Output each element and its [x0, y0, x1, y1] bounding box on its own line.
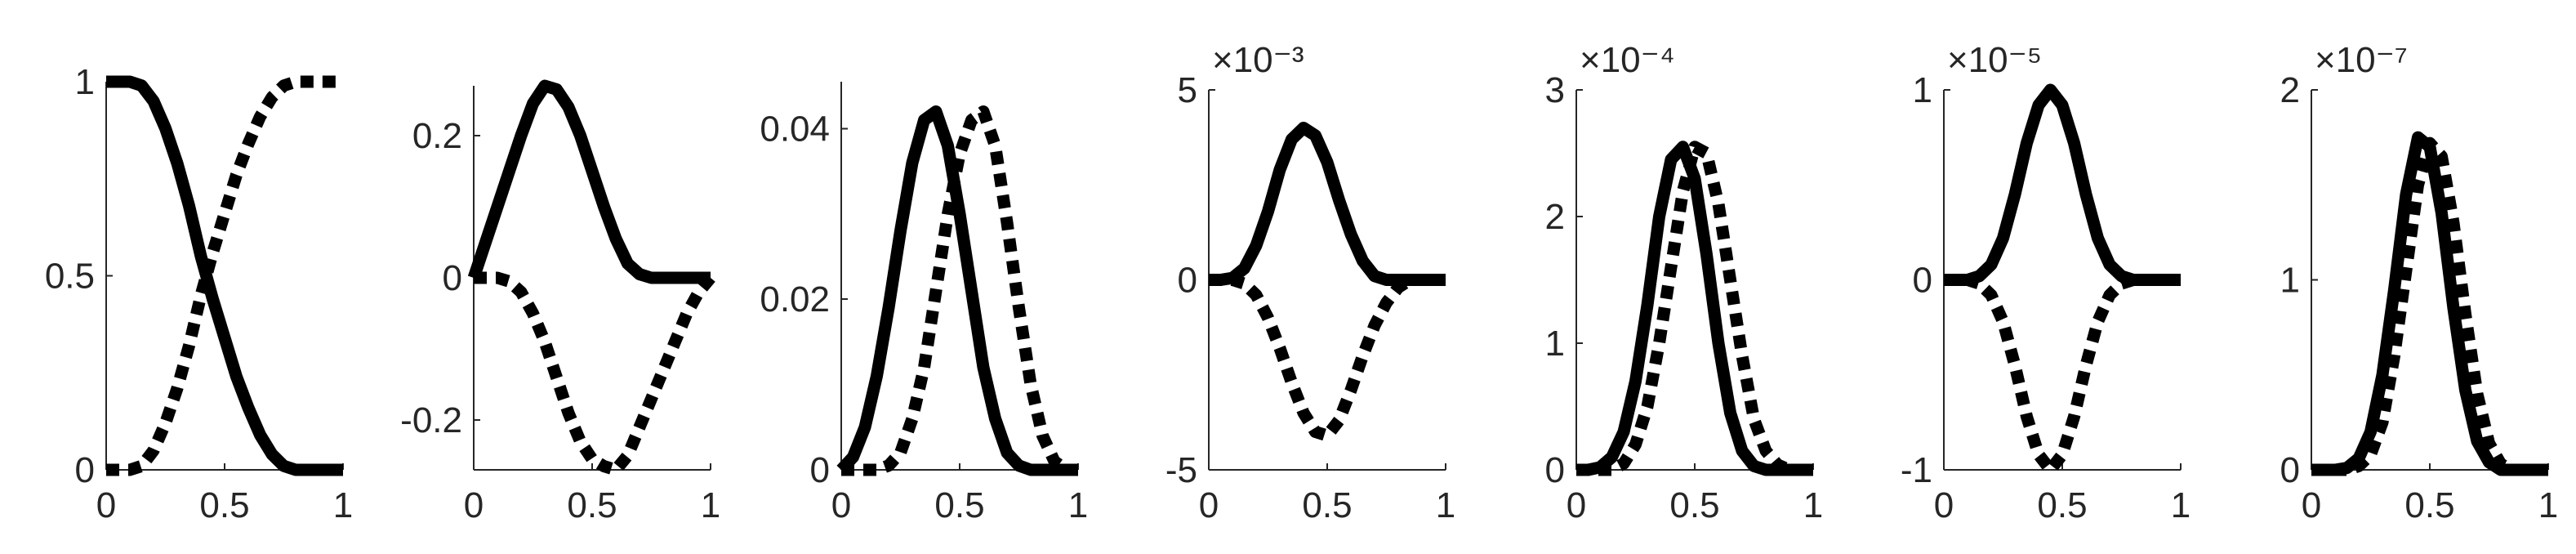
y-tick-label: 1	[2280, 261, 2300, 301]
x-tick-label: 1	[2171, 485, 2190, 525]
solid-series-line	[467, 79, 711, 284]
dotted-series-line	[106, 75, 343, 476]
y-tick-label: 2	[2280, 70, 2300, 110]
x-tick-label: 0	[2302, 485, 2321, 525]
axis-exponent-label: ×10⁻⁷	[2315, 40, 2408, 80]
x-tick-label: 0.5	[2037, 485, 2087, 525]
y-tick-label: 0	[810, 450, 830, 490]
panel-7: 0 0.5 1 0 1 2 ×10⁻⁷	[2280, 40, 2559, 525]
x-tick-label: 0	[1199, 485, 1219, 525]
dotted-series-line	[1209, 274, 1446, 442]
x-tick-label: 0	[464, 485, 484, 525]
x-tick-label: 0	[96, 485, 116, 525]
y-tick-label: 2	[1545, 197, 1565, 237]
axis-exponent-label: ×10⁻⁴	[1580, 40, 1675, 80]
axis-exponent-label: ×10⁻³	[1212, 40, 1304, 80]
solid-series-line	[1209, 122, 1446, 286]
solid-series-line	[2311, 131, 2548, 476]
axis-exponent-label: ×10⁻⁵	[1947, 40, 2042, 80]
panel-2: 0 0.5 1 -0.2 0 0.2	[400, 79, 720, 525]
x-tick-label: 1	[701, 485, 720, 525]
dotted-series-line	[474, 271, 715, 476]
x-tick-label: 0.5	[1669, 485, 1719, 525]
y-tick-label: 5	[1178, 70, 1197, 110]
panel-3: 0 0.5 1 0 0.02 0.04	[760, 82, 1088, 525]
panel-4: 0 0.5 1-505×10⁻³	[1165, 40, 1455, 525]
y-tick-label: 0	[2280, 450, 2300, 490]
y-tick-label: 0	[1545, 450, 1565, 490]
y-tick-label: 0	[443, 258, 462, 298]
y-tick-label: -0.2	[400, 400, 462, 440]
x-tick-label: 0	[1934, 485, 1954, 525]
y-tick-label: 0	[1913, 261, 1932, 301]
x-tick-label: 0.5	[567, 485, 617, 525]
x-tick-label: 1	[1436, 485, 1455, 525]
panel-5: 0 0.5 1 0 1 2 3 ×10⁻⁴	[1545, 40, 1824, 525]
solid-series-line	[1576, 141, 1813, 476]
dotted-series-line	[841, 105, 1078, 476]
y-tick-label: 0.02	[760, 279, 830, 319]
x-tick-label: 0.5	[1302, 485, 1352, 525]
y-tick-label: -5	[1165, 450, 1197, 490]
dotted-series-line	[1576, 141, 1813, 476]
y-tick-label: 1	[1913, 70, 1932, 110]
x-tick-label: 0.5	[934, 485, 984, 525]
panel-6: 0 0.5 1-101×10⁻⁵	[1901, 40, 2190, 525]
y-tick-label: 1	[75, 62, 95, 102]
y-tick-label: 3	[1545, 70, 1565, 110]
y-tick-label: 0	[75, 450, 95, 490]
y-tick-label: 1	[1545, 324, 1565, 364]
y-tick-label: 0.5	[45, 257, 95, 297]
dotted-series-line	[2311, 136, 2548, 476]
solid-series-line	[106, 75, 343, 476]
y-tick-label: -1	[1901, 450, 1932, 490]
x-tick-label: 0	[831, 485, 851, 525]
x-tick-label: 0.5	[199, 485, 249, 525]
x-tick-label: 1	[2538, 485, 2558, 525]
panel-1: 0 0.5 1 0 0.5 1	[45, 62, 353, 525]
x-tick-label: 1	[333, 485, 353, 525]
x-tick-label: 1	[1803, 485, 1823, 525]
y-tick-label: 0	[1178, 261, 1197, 301]
y-tick-label: 0.04	[760, 109, 830, 149]
dotted-series-line	[1944, 274, 2181, 476]
x-tick-label: 0.5	[2404, 485, 2454, 525]
solid-series-line	[1944, 83, 2181, 286]
x-tick-label: 0	[1567, 485, 1586, 525]
solid-series-line	[836, 105, 1078, 476]
y-tick-label: 0.2	[412, 116, 462, 156]
x-tick-label: 1	[1068, 485, 1088, 525]
